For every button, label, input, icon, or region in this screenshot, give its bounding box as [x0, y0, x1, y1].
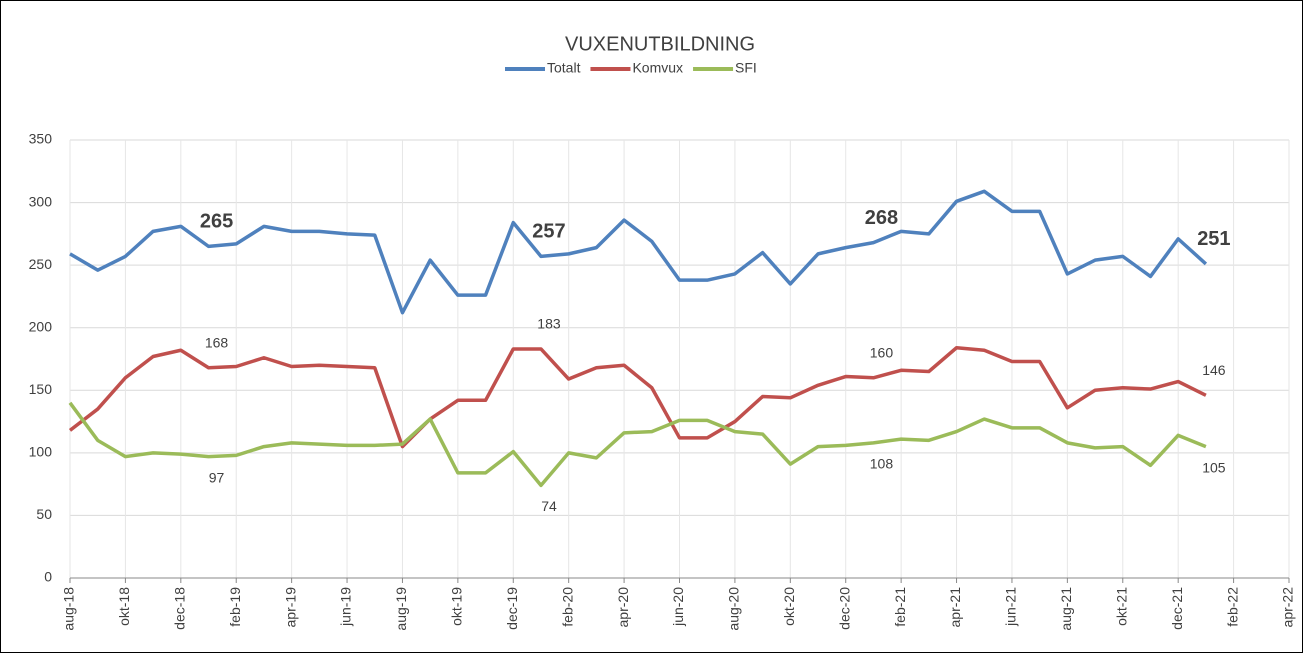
- y-tick-label: 100: [29, 444, 53, 460]
- data-label: 74: [541, 498, 557, 514]
- y-tick-label: 50: [36, 506, 52, 522]
- x-tick-label: dec-18: [172, 587, 188, 630]
- y-tick-label: 350: [29, 131, 53, 147]
- data-label: 265: [200, 211, 233, 233]
- x-tick-label: okt-19: [449, 587, 465, 626]
- x-tick-label: aug-20: [726, 587, 742, 631]
- x-tick-label: dec-21: [1169, 587, 1185, 630]
- x-tick-label: okt-21: [1113, 587, 1129, 626]
- x-tick-label: feb-21: [892, 587, 908, 627]
- x-tick-label: jun-20: [670, 587, 686, 627]
- y-tick-label: 200: [29, 318, 53, 334]
- chart-title: VUXENUTBILDNING: [565, 33, 755, 55]
- x-tick-label: aug-21: [1058, 587, 1074, 631]
- x-tick-label: feb-22: [1224, 587, 1240, 627]
- y-tick-label: 150: [29, 381, 53, 397]
- series-line: [68, 345, 1207, 449]
- x-tick-label: jun-21: [1003, 587, 1019, 627]
- x-tick-label: aug-19: [393, 587, 409, 631]
- legend-label: Totalt: [547, 60, 581, 76]
- x-tick-label: apr-21: [947, 587, 963, 628]
- x-tick-label: okt-18: [116, 587, 132, 626]
- x-tick-label: aug-18: [61, 587, 77, 631]
- y-tick-label: 250: [29, 256, 53, 272]
- data-label: 97: [209, 469, 225, 485]
- x-tick-label: feb-19: [227, 587, 243, 627]
- data-label: 251: [1197, 228, 1230, 250]
- series-line: [69, 189, 1208, 315]
- y-tick-label: 0: [44, 569, 52, 585]
- data-label: 146: [1202, 362, 1226, 378]
- x-tick-label: apr-19: [282, 587, 298, 628]
- data-label: 257: [532, 221, 565, 243]
- y-tick-label: 300: [29, 193, 53, 209]
- data-label: 108: [870, 456, 894, 472]
- legend-label: SFI: [735, 60, 757, 76]
- legend-label: Komvux: [632, 60, 683, 76]
- x-tick-label: dec-20: [836, 587, 852, 630]
- x-tick-label: dec-19: [504, 587, 520, 630]
- x-tick-label: okt-20: [781, 587, 797, 626]
- x-tick-label: apr-22: [1280, 587, 1296, 628]
- x-tick-label: apr-20: [615, 587, 631, 628]
- series-line: [68, 401, 1207, 488]
- x-tick-label: jun-19: [338, 587, 354, 627]
- data-label: 168: [205, 334, 229, 350]
- x-tick-label: feb-20: [559, 587, 575, 627]
- data-label: 105: [1202, 459, 1226, 475]
- data-label: 268: [865, 207, 898, 229]
- data-label: 160: [870, 344, 894, 360]
- data-label: 183: [537, 316, 561, 332]
